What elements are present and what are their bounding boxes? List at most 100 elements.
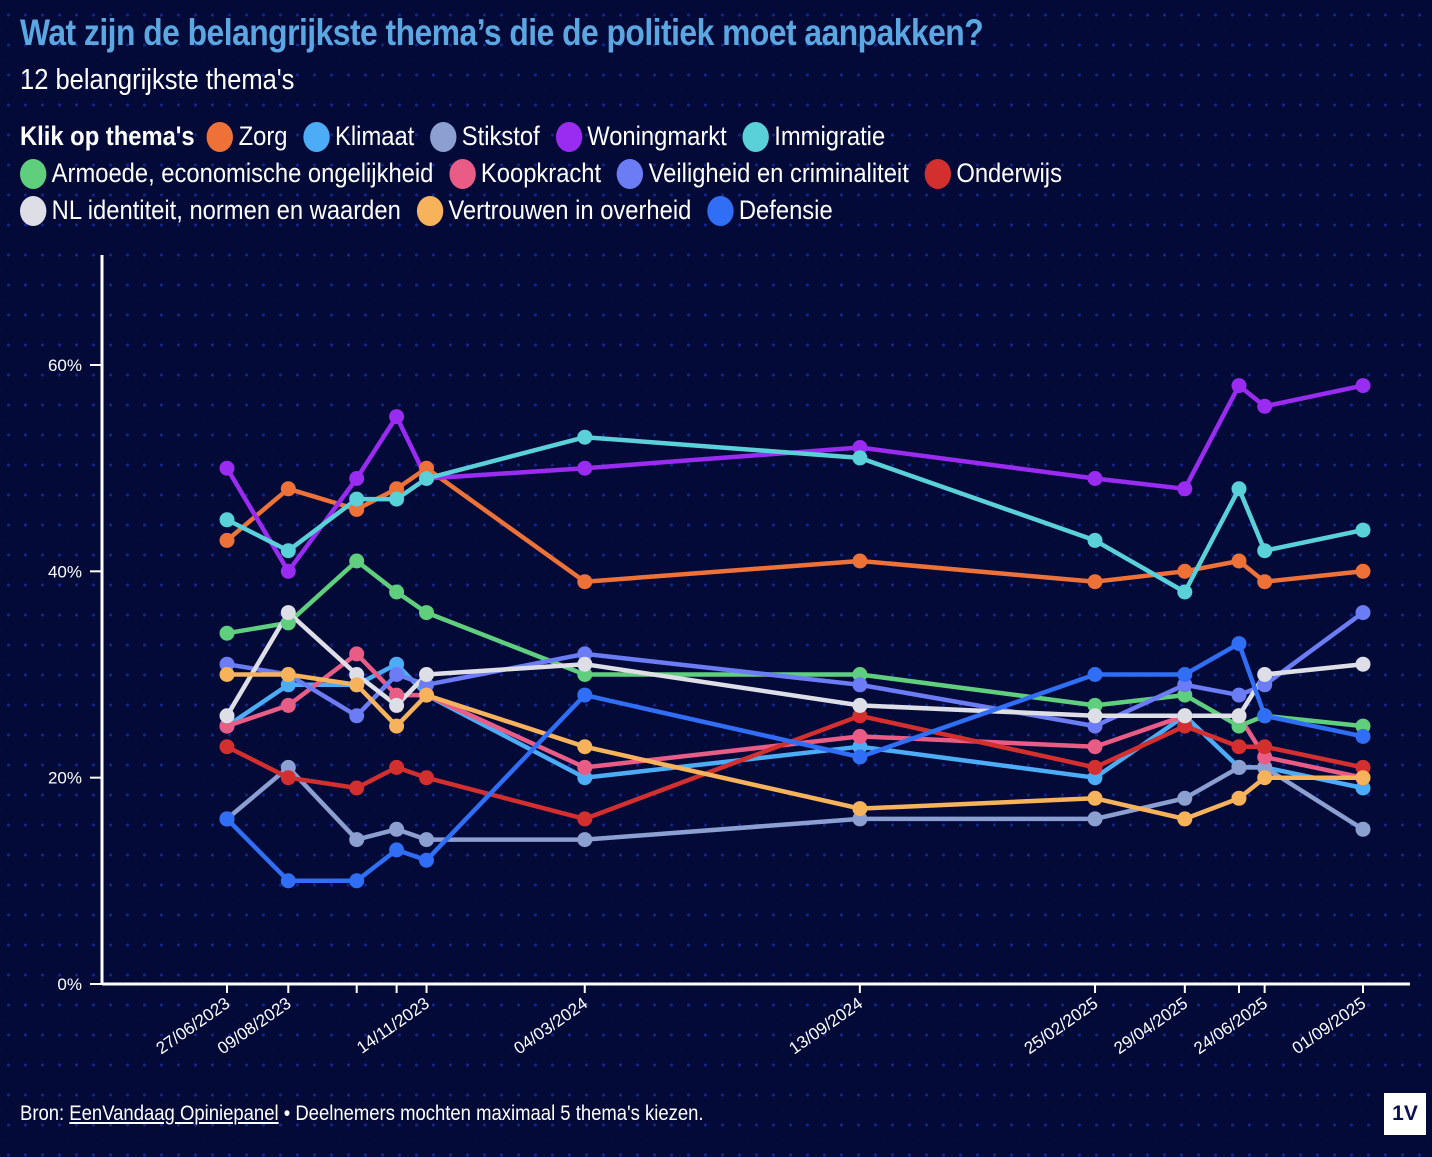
data-point-nl-identiteit-normen-en-waarden[interactable] bbox=[852, 697, 868, 713]
data-point-nl-identiteit-normen-en-waarden[interactable] bbox=[1257, 667, 1273, 682]
data-point-immigratie[interactable] bbox=[852, 450, 868, 466]
data-point-woningmarkt[interactable] bbox=[1355, 378, 1371, 394]
data-point-koopkracht[interactable] bbox=[280, 697, 296, 713]
data-point-armoede-economische-ongelijkheid[interactable] bbox=[577, 667, 593, 682]
data-point-koopkracht[interactable] bbox=[1087, 739, 1103, 755]
data-point-onderwijs[interactable] bbox=[1087, 759, 1103, 775]
data-point-woningmarkt[interactable] bbox=[1177, 481, 1193, 497]
data-point-woningmarkt[interactable] bbox=[349, 471, 365, 486]
data-point-armoede-economische-ongelijkheid[interactable] bbox=[1355, 718, 1371, 734]
data-point-immigratie[interactable] bbox=[219, 512, 235, 528]
data-point-onderwijs[interactable] bbox=[852, 708, 868, 724]
data-point-woningmarkt[interactable] bbox=[1231, 378, 1247, 394]
data-point-vertrouwen-in-overheid[interactable] bbox=[419, 687, 434, 703]
data-point-vertrouwen-in-overheid[interactable] bbox=[852, 801, 868, 817]
data-point-armoede-economische-ongelijkheid[interactable] bbox=[1087, 697, 1103, 713]
data-point-onderwijs[interactable] bbox=[219, 739, 235, 755]
data-point-veiligheid-en-criminaliteit[interactable] bbox=[577, 646, 593, 662]
data-point-zorg[interactable] bbox=[389, 481, 405, 497]
data-point-veiligheid-en-criminaliteit[interactable] bbox=[419, 677, 434, 693]
data-point-onderwijs[interactable] bbox=[1355, 759, 1371, 775]
data-point-koopkracht[interactable] bbox=[389, 687, 405, 703]
data-point-veiligheid-en-criminaliteit[interactable] bbox=[1231, 687, 1247, 703]
data-point-armoede-economische-ongelijkheid[interactable] bbox=[1231, 718, 1247, 734]
legend-item-klimaat[interactable]: Klimaat bbox=[303, 121, 414, 152]
legend-item-koopkracht[interactable]: Koopkracht bbox=[449, 158, 601, 189]
legend-item-zorg[interactable]: Zorg bbox=[206, 121, 288, 152]
legend-item-armoede[interactable]: Armoede, economische ongelijkheid bbox=[20, 158, 433, 189]
data-point-onderwijs[interactable] bbox=[1177, 718, 1193, 734]
data-point-koopkracht[interactable] bbox=[1257, 749, 1273, 765]
data-point-veiligheid-en-criminaliteit[interactable] bbox=[389, 667, 405, 682]
data-point-zorg[interactable] bbox=[419, 460, 434, 476]
data-point-defensie[interactable] bbox=[1257, 708, 1273, 724]
data-point-koopkracht[interactable] bbox=[577, 759, 593, 775]
data-point-zorg[interactable] bbox=[349, 501, 365, 517]
data-point-nl-identiteit-normen-en-waarden[interactable] bbox=[419, 667, 434, 682]
data-point-veiligheid-en-criminaliteit[interactable] bbox=[219, 656, 235, 672]
legend-item-onderwijs[interactable]: Onderwijs bbox=[924, 158, 1062, 189]
data-point-immigratie[interactable] bbox=[577, 429, 593, 445]
data-point-nl-identiteit-normen-en-waarden[interactable] bbox=[577, 656, 593, 672]
data-point-vertrouwen-in-overheid[interactable] bbox=[219, 667, 235, 682]
data-point-zorg[interactable] bbox=[1257, 574, 1273, 590]
data-point-veiligheid-en-criminaliteit[interactable] bbox=[1087, 718, 1103, 734]
data-point-stikstof[interactable] bbox=[389, 821, 405, 837]
data-point-armoede-economische-ongelijkheid[interactable] bbox=[219, 625, 235, 641]
data-point-immigratie[interactable] bbox=[1177, 584, 1193, 600]
data-point-defensie[interactable] bbox=[349, 873, 365, 889]
data-point-woningmarkt[interactable] bbox=[1087, 471, 1103, 486]
data-point-onderwijs[interactable] bbox=[389, 759, 405, 775]
data-point-veiligheid-en-criminaliteit[interactable] bbox=[852, 677, 868, 693]
data-point-nl-identiteit-normen-en-waarden[interactable] bbox=[219, 708, 235, 724]
data-point-onderwijs[interactable] bbox=[349, 780, 365, 796]
data-point-zorg[interactable] bbox=[280, 481, 296, 497]
legend-item-woningmarkt[interactable]: Woningmarkt bbox=[555, 121, 727, 152]
data-point-immigratie[interactable] bbox=[1231, 481, 1247, 497]
data-point-woningmarkt[interactable] bbox=[577, 460, 593, 476]
data-point-klimaat[interactable] bbox=[280, 677, 296, 693]
data-point-onderwijs[interactable] bbox=[1231, 739, 1247, 755]
series-line-defensie[interactable] bbox=[224, 641, 1366, 884]
data-point-onderwijs[interactable] bbox=[1257, 739, 1273, 755]
data-point-immigratie[interactable] bbox=[419, 471, 434, 486]
data-point-defensie[interactable] bbox=[219, 811, 235, 827]
data-point-stikstof[interactable] bbox=[852, 811, 868, 827]
data-point-stikstof[interactable] bbox=[577, 832, 593, 848]
data-point-koopkracht[interactable] bbox=[219, 718, 235, 734]
data-point-vertrouwen-in-overheid[interactable] bbox=[1087, 790, 1103, 806]
data-point-zorg[interactable] bbox=[1231, 553, 1247, 569]
data-point-stikstof[interactable] bbox=[1257, 759, 1273, 775]
data-point-veiligheid-en-criminaliteit[interactable] bbox=[349, 708, 365, 724]
data-point-defensie[interactable] bbox=[389, 842, 405, 858]
data-point-defensie[interactable] bbox=[852, 749, 868, 765]
data-point-immigratie[interactable] bbox=[389, 491, 405, 507]
data-point-zorg[interactable] bbox=[852, 553, 868, 569]
data-point-klimaat[interactable] bbox=[577, 770, 593, 786]
legend-item-stikstof[interactable]: Stikstof bbox=[430, 121, 540, 152]
data-point-armoede-economische-ongelijkheid[interactable] bbox=[1177, 687, 1193, 703]
data-point-nl-identiteit-normen-en-waarden[interactable] bbox=[1231, 708, 1247, 724]
data-point-stikstof[interactable] bbox=[280, 759, 296, 775]
data-point-armoede-economische-ongelijkheid[interactable] bbox=[419, 605, 434, 621]
data-point-armoede-economische-ongelijkheid[interactable] bbox=[280, 615, 296, 631]
data-point-defensie[interactable] bbox=[280, 873, 296, 889]
data-point-vertrouwen-in-overheid[interactable] bbox=[280, 667, 296, 682]
data-point-klimaat[interactable] bbox=[1355, 780, 1371, 796]
data-point-woningmarkt[interactable] bbox=[280, 563, 296, 579]
data-point-stikstof[interactable] bbox=[1087, 811, 1103, 827]
data-point-woningmarkt[interactable] bbox=[219, 460, 235, 476]
data-point-stikstof[interactable] bbox=[1177, 790, 1193, 806]
data-point-defensie[interactable] bbox=[1177, 667, 1193, 682]
data-point-koopkracht[interactable] bbox=[349, 646, 365, 662]
data-point-armoede-economische-ongelijkheid[interactable] bbox=[389, 584, 405, 600]
data-point-defensie[interactable] bbox=[1355, 728, 1371, 744]
data-point-vertrouwen-in-overheid[interactable] bbox=[349, 677, 365, 693]
data-point-woningmarkt[interactable] bbox=[389, 409, 405, 425]
data-point-zorg[interactable] bbox=[577, 574, 593, 590]
legend-item-nl-identiteit[interactable]: NL identiteit, normen en waarden bbox=[20, 195, 401, 226]
data-point-woningmarkt[interactable] bbox=[1257, 398, 1273, 414]
data-point-nl-identiteit-normen-en-waarden[interactable] bbox=[349, 667, 365, 682]
data-point-defensie[interactable] bbox=[419, 852, 434, 868]
data-point-immigratie[interactable] bbox=[1355, 522, 1371, 538]
